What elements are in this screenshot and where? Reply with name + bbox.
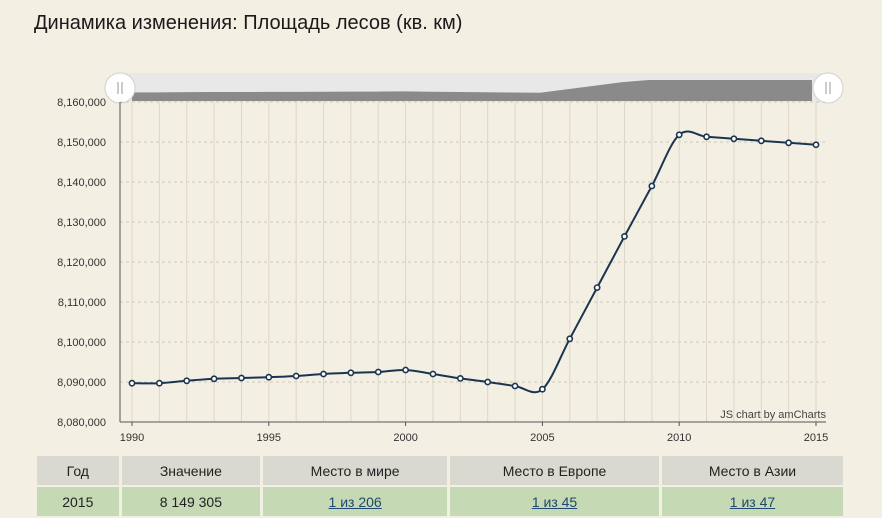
data-point[interactable]	[675, 131, 683, 139]
header-year: Год	[37, 456, 119, 485]
data-point[interactable]	[757, 137, 765, 145]
data-point[interactable]	[402, 366, 409, 374]
y-tick-label: 8,110,000	[58, 297, 106, 309]
data-point[interactable]	[539, 385, 546, 393]
data-point[interactable]	[210, 375, 218, 383]
chart-credit[interactable]: JS chart by amCharts	[720, 409, 826, 421]
data-point[interactable]	[648, 182, 656, 190]
data-point[interactable]	[511, 382, 519, 390]
europe-rank-link[interactable]: 1 из 45	[531, 493, 578, 510]
data-point[interactable]	[593, 284, 601, 291]
y-tick-label: 8,090,000	[57, 377, 106, 389]
table-header-row: Год Значение Место в мире Место в Европе…	[37, 456, 843, 485]
data-point[interactable]	[128, 379, 136, 387]
data-point[interactable]	[374, 368, 382, 376]
x-tick-label: 2010	[667, 432, 691, 444]
x-tick-label: 2015	[804, 432, 828, 444]
data-point[interactable]	[456, 374, 464, 382]
data-point[interactable]	[183, 377, 191, 385]
data-point[interactable]	[812, 141, 820, 149]
y-tick-label: 8,100,000	[57, 337, 106, 349]
ranking-table: Год Значение Место в мире Место в Европе…	[34, 454, 846, 518]
data-point[interactable]	[429, 370, 437, 378]
y-tick-label: 8,150,000	[57, 137, 106, 149]
x-tick-label: 2005	[530, 432, 554, 444]
chart-grid	[120, 101, 826, 422]
y-axis: 8,160,000 8,150,000 8,140,000 8,130,000 8,12…	[57, 97, 121, 429]
x-tick-label: 2000	[393, 432, 417, 444]
scrollbar-preview-area	[132, 80, 812, 101]
cell-asia-rank: 1 из 47	[661, 487, 843, 516]
cell-world-rank: 1 из 206	[263, 487, 448, 516]
x-tick-label: 1990	[120, 432, 144, 444]
data-point[interactable]	[238, 374, 245, 382]
scrollbar-right-handle[interactable]	[812, 72, 844, 104]
series-points	[128, 131, 820, 393]
data-point[interactable]	[703, 133, 710, 141]
y-tick-label: 8,120,000	[57, 257, 106, 269]
cell-year: 2015	[37, 487, 119, 516]
data-point[interactable]	[155, 379, 163, 387]
header-asia-rank: Место в Азии	[661, 456, 843, 485]
data-point[interactable]	[265, 373, 273, 381]
data-point[interactable]	[730, 135, 738, 143]
data-point[interactable]	[621, 232, 628, 240]
y-tick-label: 8,130,000	[57, 217, 106, 229]
data-point[interactable]	[484, 378, 492, 386]
y-tick-label: 8,160,000	[57, 97, 106, 109]
y-tick-label: 8,140,000	[57, 177, 106, 189]
cell-value: 8 149 305	[121, 487, 261, 516]
asia-rank-link[interactable]: 1 из 47	[729, 493, 776, 510]
table-row: 2015 8 149 305 1 из 206 1 из 45 1 из 47	[37, 487, 843, 516]
page-title: Динамика изменения: Площадь лесов (кв. к…	[34, 12, 463, 34]
line-chart: 8,160,000 8,150,000 8,140,000 8,130,000 8,12…	[57, 72, 844, 444]
chart-scrollbar[interactable]	[104, 72, 844, 104]
x-tick-label: 1995	[257, 432, 281, 444]
world-rank-link[interactable]: 1 из 206	[328, 493, 382, 510]
y-tick-label: 8,080,000	[57, 417, 106, 429]
x-axis: 1990 1995 2000 2005 2010 2015	[120, 421, 828, 444]
cell-europe-rank: 1 из 45	[450, 487, 659, 516]
header-world-rank: Место в мире	[263, 456, 448, 485]
header-value: Значение	[121, 456, 261, 485]
data-point[interactable]	[292, 372, 300, 380]
header-europe-rank: Место в Европе	[450, 456, 659, 485]
data-point[interactable]	[347, 369, 355, 377]
scrollbar-left-handle[interactable]	[104, 72, 136, 104]
data-point[interactable]	[566, 335, 574, 343]
data-point[interactable]	[320, 370, 327, 378]
data-point[interactable]	[785, 139, 793, 147]
